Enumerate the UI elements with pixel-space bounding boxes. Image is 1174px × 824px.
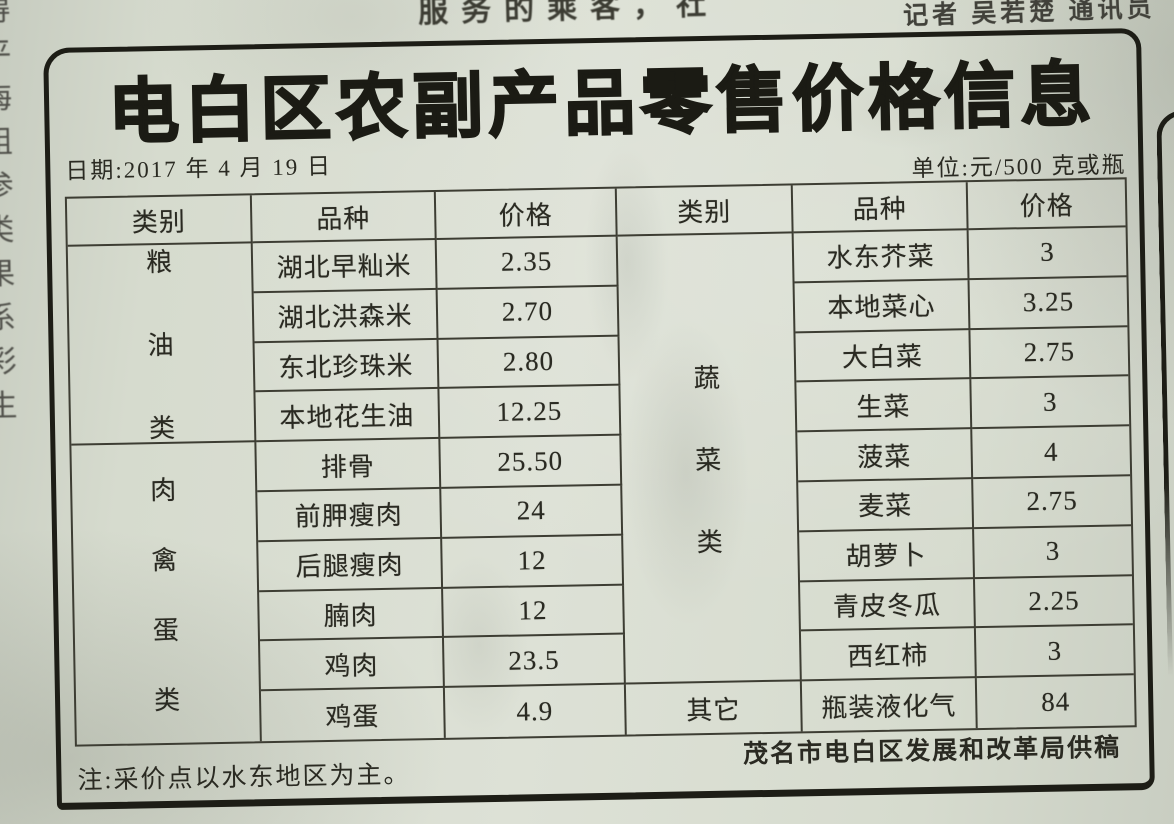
cutoff-char: 海 bbox=[0, 81, 13, 116]
price-cell: 25.50 bbox=[440, 435, 623, 489]
product-cell: 后腿瘦肉 bbox=[258, 538, 444, 592]
column-header-category-right: 类别 bbox=[616, 185, 794, 237]
cutoff-char: 平 bbox=[0, 37, 12, 72]
cutoff-char: 系 bbox=[0, 301, 17, 336]
product-cell: 瓶装液化气 bbox=[801, 678, 978, 732]
top-cutoff-text-right: 记者 吴若楚 通讯员 bbox=[902, 0, 1156, 31]
column-header-variety-right: 品种 bbox=[792, 182, 969, 234]
price-cell: 12.25 bbox=[439, 385, 622, 440]
cutoff-char: 彩 bbox=[0, 345, 17, 380]
category-cell-meat-poultry-egg: 肉 禽 蛋 类 bbox=[71, 442, 262, 745]
price-cell: 23.5 bbox=[443, 634, 626, 689]
category-cell-other: 其它 bbox=[625, 681, 803, 735]
cutoff-char: 组 bbox=[0, 125, 14, 160]
price-cell: 3 bbox=[975, 625, 1134, 679]
top-cutoff-text-left: 服务的乘客，社 bbox=[417, 0, 720, 30]
date-line: 日期:2017 年 4 月 19 日 bbox=[65, 153, 333, 184]
cutoff-char: 生 bbox=[0, 389, 18, 424]
price-cell: 2.70 bbox=[437, 286, 620, 340]
category-char: 禽 bbox=[151, 545, 179, 576]
product-cell: 水东芥菜 bbox=[793, 230, 970, 284]
price-cell: 3.25 bbox=[969, 277, 1128, 330]
category-char: 类 bbox=[153, 685, 182, 716]
price-cell: 12 bbox=[443, 585, 625, 639]
product-cell: 本地菜心 bbox=[794, 279, 971, 333]
product-cell: 前胛瘦肉 bbox=[257, 488, 443, 543]
product-cell: 麦菜 bbox=[798, 479, 975, 533]
article-title: 电白区农副产品零售价格信息 bbox=[107, 56, 1098, 154]
product-cell: 胡萝卜 bbox=[799, 528, 975, 582]
price-info-clipping: 电白区农副产品零售价格信息 日期:2017 年 4 月 19 日 单位:元/50… bbox=[43, 28, 1155, 810]
price-cell: 2.75 bbox=[973, 476, 1132, 529]
cutoff-char: 类 bbox=[0, 213, 15, 248]
price-cell: 4.9 bbox=[444, 684, 627, 738]
category-char: 菜 bbox=[694, 445, 723, 475]
price-cell: 4 bbox=[972, 426, 1131, 480]
price-cell: 3 bbox=[968, 227, 1127, 280]
price-cell: 2.75 bbox=[970, 326, 1129, 380]
price-cell: 84 bbox=[1040, 685, 1071, 717]
price-cell: 2.25 bbox=[974, 575, 1133, 629]
column-header-category-left: 类别 bbox=[66, 195, 253, 247]
price-table: 类别 品种 价格 类别 品种 价格 粮 油 类 肉 禽 蛋 类 湖北早籼米 2.… bbox=[64, 177, 1137, 747]
category-char: 类 bbox=[696, 527, 725, 557]
cutoff-char: 得 bbox=[0, 0, 11, 28]
product-cell: 鸡肉 bbox=[260, 638, 445, 692]
category-char: 肉 bbox=[149, 475, 178, 506]
product-cell: 湖北洪森米 bbox=[253, 289, 439, 343]
product-cell: 本地花生油 bbox=[255, 389, 441, 443]
price-cell: 3 bbox=[971, 376, 1130, 430]
price-cell: 3 bbox=[974, 526, 1132, 579]
price-cell: 2.80 bbox=[438, 336, 621, 390]
category-cell-vegetables: 蔬 菜 类 bbox=[617, 233, 802, 685]
note-line: 注:采价点以水东地区为主。 bbox=[77, 761, 411, 795]
price-cell: 2.35 bbox=[436, 236, 619, 290]
product-cell: 菠菜 bbox=[797, 429, 974, 483]
product-cell: 生菜 bbox=[796, 379, 973, 433]
product-cell: 西红柿 bbox=[800, 628, 977, 682]
cutoff-char: 果 bbox=[0, 257, 16, 292]
product-cell: 大白菜 bbox=[795, 329, 972, 383]
category-cell-grain-oil: 粮 油 类 bbox=[67, 243, 257, 446]
category-char: 蔬 bbox=[693, 363, 722, 393]
cutoff-char: 参 bbox=[0, 169, 14, 204]
category-char: 蛋 bbox=[152, 615, 181, 646]
left-edge-cutoff-column: 得 平 海 组 参 类 果 系 彩 生 bbox=[0, 0, 18, 424]
product-cell: 鸡蛋 bbox=[260, 688, 446, 742]
product-cell: 腩肉 bbox=[259, 588, 444, 642]
category-char: 油 bbox=[147, 330, 175, 361]
source-line: 茂名市电白区发展和改革局供稿 bbox=[742, 734, 1122, 769]
column-header-price-right: 价格 bbox=[967, 179, 1126, 231]
price-cell: 24 bbox=[441, 485, 624, 539]
product-cell: 东北珍珠米 bbox=[254, 339, 440, 393]
column-header-price-left: 价格 bbox=[435, 188, 618, 240]
category-char: 粮 bbox=[145, 247, 174, 278]
adjacent-article-border bbox=[1156, 109, 1174, 676]
price-cell: 12 bbox=[442, 535, 625, 589]
column-header-variety-left: 品种 bbox=[251, 191, 437, 244]
product-cell: 湖北早籼米 bbox=[252, 239, 438, 294]
product-cell: 青皮冬瓜 bbox=[800, 578, 976, 632]
product-cell: 排骨 bbox=[256, 439, 442, 493]
category-char: 类 bbox=[148, 413, 177, 444]
